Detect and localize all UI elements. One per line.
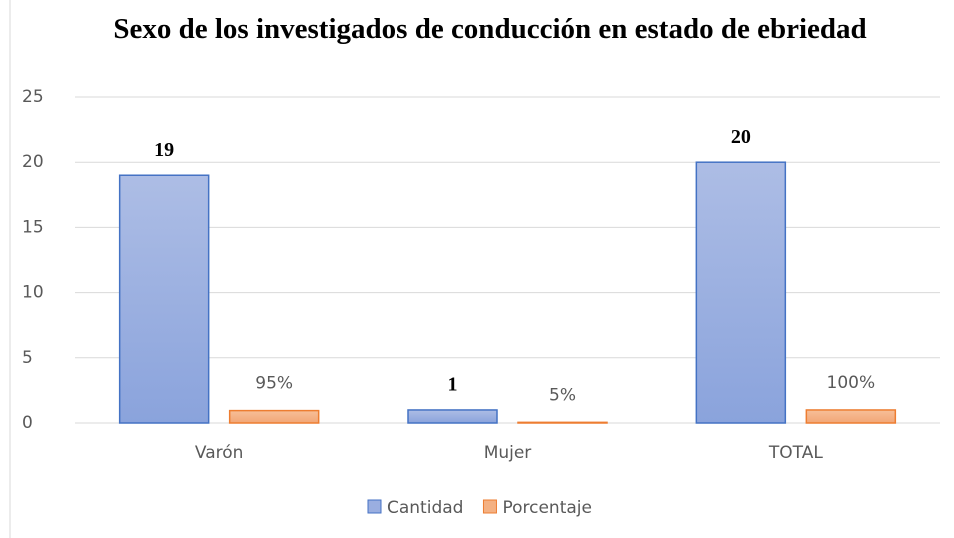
- bar: [517, 421, 608, 424]
- value-label: 19: [154, 139, 174, 161]
- value-label: 5%: [549, 385, 576, 405]
- bar: [407, 409, 498, 424]
- y-tick-label: 25: [22, 87, 44, 107]
- chart-title: Sexo de los investigados de conducción e…: [113, 13, 867, 45]
- bar: [228, 409, 320, 424]
- value-label: 20: [731, 126, 751, 148]
- x-tick-label: TOTAL: [768, 443, 823, 463]
- y-tick-label: 15: [22, 217, 44, 237]
- y-tick-label: 10: [22, 283, 44, 303]
- legend-label: Cantidad: [387, 498, 463, 518]
- bar: [805, 409, 897, 424]
- value-label: 95%: [255, 374, 293, 394]
- value-label: 1: [448, 374, 458, 396]
- x-tick-label: Varón: [195, 443, 244, 463]
- value-label: 100%: [827, 373, 876, 393]
- y-tick-label: 5: [22, 348, 33, 368]
- legend-swatch: [482, 499, 497, 514]
- legend-label: Porcentaje: [502, 498, 592, 518]
- bar: [695, 161, 787, 424]
- legend-swatch: [367, 499, 382, 514]
- bar: [118, 174, 210, 424]
- x-tick-label: Mujer: [484, 443, 532, 463]
- y-tick-label: 0: [22, 413, 33, 433]
- y-tick-label: 20: [22, 152, 44, 172]
